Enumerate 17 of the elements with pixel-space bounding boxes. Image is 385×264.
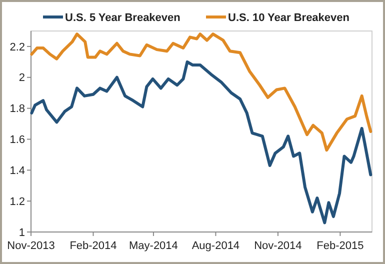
x-tick-label: Nov-2013 <box>7 240 55 252</box>
y-tick-label: 2.2 <box>10 41 25 54</box>
y-tick-label: 1.2 <box>10 196 25 208</box>
y-tick-label: 1.6 <box>10 134 25 146</box>
y-tick-label: 2 <box>18 72 25 84</box>
x-tick-label: Feb-2015 <box>316 240 364 252</box>
y-tick-label: 1.8 <box>10 103 25 116</box>
x-tick-label: May-2014 <box>129 240 178 252</box>
x-tick-label: Aug-2014 <box>192 240 240 252</box>
y-tick-label: 1 <box>18 226 25 239</box>
legend-label: U.S. 5 Year Breakeven <box>65 12 181 24</box>
y-tick-label: 1.4 <box>10 165 25 178</box>
x-tick-label: Feb-2014 <box>70 240 117 252</box>
line-series <box>30 32 372 152</box>
line-series <box>30 60 372 224</box>
legend-label: U.S. 10 Year Breakeven <box>228 12 350 24</box>
x-tick-label: Nov-2014 <box>254 240 302 252</box>
